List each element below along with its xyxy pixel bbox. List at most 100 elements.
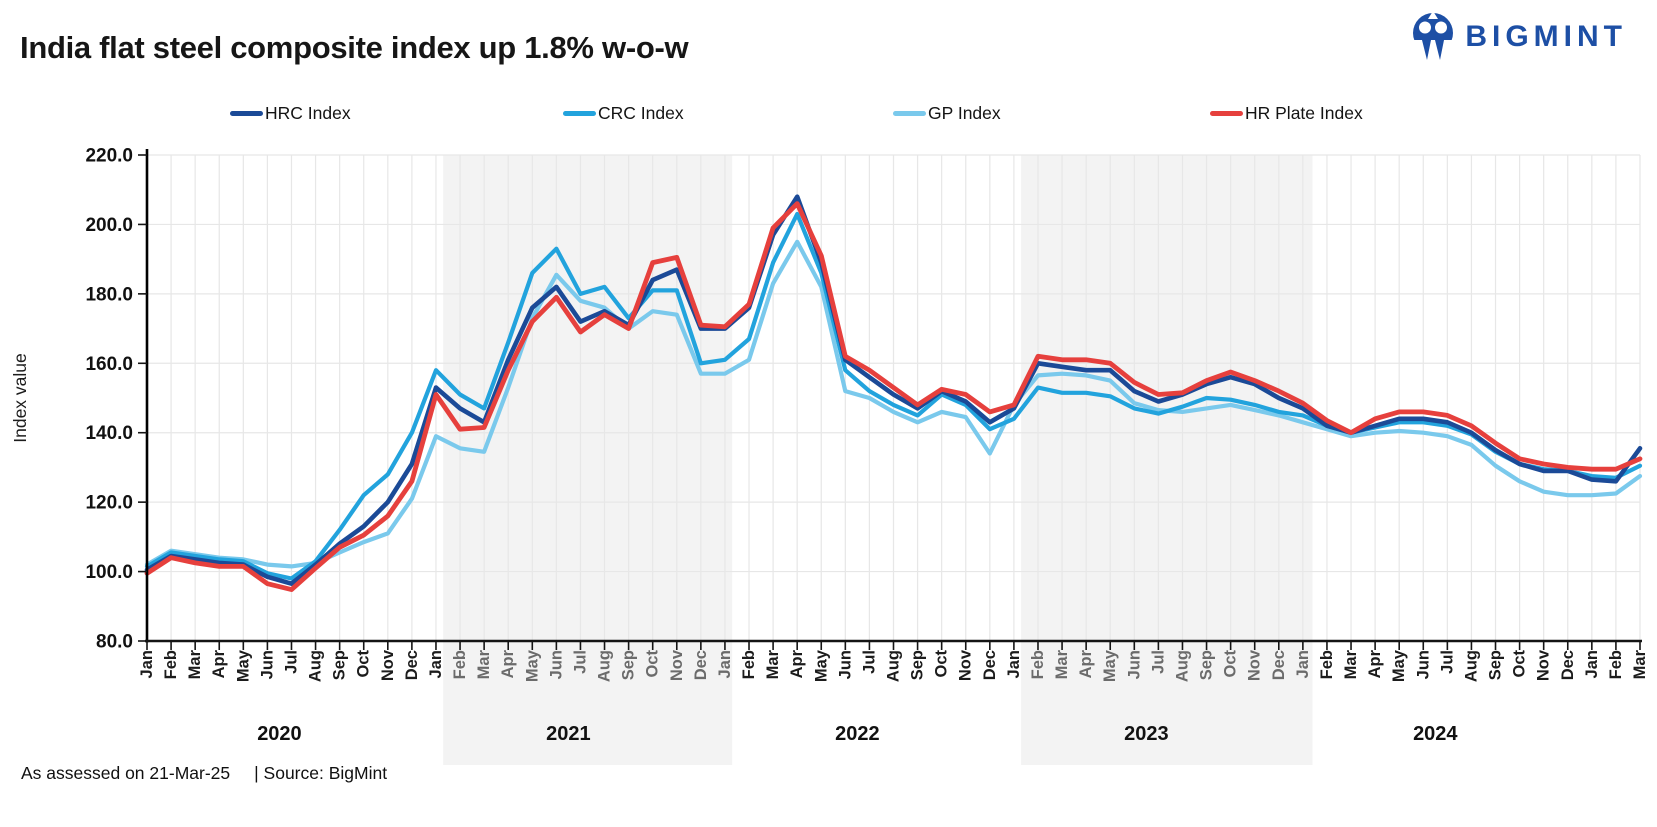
y-axis-title: Index value [10,353,30,443]
month-label: Nov [1535,649,1553,681]
month-label: Jan [1005,650,1023,678]
month-label: May [523,649,541,682]
month-label: Feb [1607,650,1625,679]
month-label: Jun [547,650,565,679]
legend-item-hr-plate-index: HR Plate Index [1210,103,1363,124]
y-tick-label: 80.0 [96,632,133,653]
month-label: Mar [1053,649,1071,679]
bigmint-owl-icon [1410,11,1457,62]
page-title: India flat steel composite index up 1.8%… [20,30,689,65]
series-line-crc-index [144,211,1643,581]
month-label: Jan [716,650,734,678]
month-label: Feb [451,650,469,679]
month-label: May [1101,649,1119,682]
legend-swatch [230,111,263,116]
year-band [1021,155,1313,765]
legend-label: HR Plate Index [1245,103,1363,123]
month-label: Aug [596,650,614,682]
month-label: Sep [909,650,927,680]
month-label: Jun [1125,650,1143,679]
y-tick-label: 200.0 [85,215,133,236]
footer: As assessed on 21-Mar-25 | Source: BigMi… [21,763,387,784]
month-label: Nov [379,649,397,681]
month-label: Jun [836,650,854,679]
month-label: May [812,649,830,682]
y-tick-label: 120.0 [85,493,133,514]
month-label: Feb [740,650,758,679]
y-tick-label: 100.0 [85,562,133,583]
month-label: Oct [644,650,662,678]
month-label: Jul [1149,650,1167,674]
month-label: Sep [1198,650,1216,680]
month-label: Sep [620,650,638,680]
year-label-2023: 2023 [1124,723,1169,745]
month-label: Oct [1222,650,1240,678]
y-tick-label: 220.0 [85,146,133,167]
month-label: Apr [1366,649,1384,678]
month-label: Dec [403,650,421,680]
month-label: Feb [1318,650,1336,679]
month-label: Dec [1270,650,1288,680]
legend-label: HRC Index [265,103,351,123]
month-label: Apr [788,649,806,678]
series-line-hr-plate-index [144,201,1643,592]
month-label: Oct [933,650,951,678]
month-label: Oct [355,650,373,678]
month-label: Feb [162,650,180,679]
month-label: May [1390,649,1408,682]
month-label: Aug [307,650,325,682]
legend-label: CRC Index [598,103,684,123]
month-label: Mar [475,649,493,679]
month-label: Jan [1294,650,1312,678]
month-label: Apr [499,649,517,678]
legend-item-crc-index: CRC Index [563,103,684,124]
month-label: Jun [1414,650,1432,679]
month-label: Oct [1511,650,1529,678]
month-label: Jan [138,650,156,678]
year-band [443,155,733,765]
legend-label: GP Index [928,103,1001,123]
month-label: Jun [258,650,276,679]
month-label: Apr [1077,649,1095,678]
month-label: Sep [331,650,349,680]
month-label: May [234,649,252,682]
month-label: Jan [427,650,445,678]
month-label: Nov [957,649,975,681]
assessed-date-text: As assessed on 21-Mar-25 [21,763,231,783]
month-label: Mar [1342,649,1360,679]
month-label: Nov [1246,649,1264,681]
y-tick-label: 180.0 [85,284,133,305]
month-label: Apr [210,649,228,678]
month-label: Dec [981,650,999,680]
year-label-2024: 2024 [1413,723,1458,745]
month-label: Aug [1462,650,1480,682]
month-label: Sep [1487,650,1505,680]
bigmint-logo: BIGMINT [1410,11,1627,62]
series-line-gp-index [144,239,1643,569]
month-label: Mar [1631,649,1649,679]
legend-item-hrc-index: HRC Index [230,103,351,124]
month-label: Jul [282,650,300,674]
month-label: Aug [885,650,903,682]
month-label: Aug [1173,650,1191,682]
y-tick-label: 140.0 [85,423,133,444]
legend-item-gp-index: GP Index [893,103,1001,124]
source-text: | Source: BigMint [254,763,388,783]
year-label-2021: 2021 [546,723,591,745]
month-label: Dec [692,650,710,680]
month-label: Feb [1029,650,1047,679]
year-label-2020: 2020 [257,723,302,745]
month-label: Mar [186,649,204,679]
month-label: Nov [668,649,686,681]
series-line-hrc-index [144,194,1643,587]
legend-swatch [1210,111,1243,116]
month-label: Mar [764,649,782,679]
month-label: Jan [1583,650,1601,678]
legend-swatch [563,111,596,116]
year-label-2022: 2022 [835,723,880,745]
legend-swatch [893,111,926,116]
chart-legend: HRC Index CRC Index GP Index HR Plate Index [0,103,1657,129]
month-label: Dec [1559,650,1577,680]
